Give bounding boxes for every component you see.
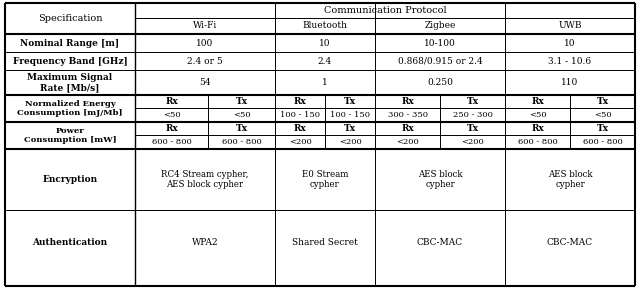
Text: AES block
cypher: AES block cypher xyxy=(548,170,592,189)
Text: 250 - 300: 250 - 300 xyxy=(452,111,492,119)
Text: Bluetooth: Bluetooth xyxy=(303,21,348,31)
Text: Tx: Tx xyxy=(467,97,479,106)
Text: 600 - 800: 600 - 800 xyxy=(221,138,261,146)
Text: 2.4: 2.4 xyxy=(318,57,332,66)
Text: 100: 100 xyxy=(196,38,214,47)
Text: Maximum Signal
Rate [Mb/s]: Maximum Signal Rate [Mb/s] xyxy=(28,73,113,92)
Text: Rx: Rx xyxy=(401,97,414,106)
Text: 10-100: 10-100 xyxy=(424,38,456,47)
Text: Rx: Rx xyxy=(165,97,178,106)
Text: Frequency Band [GHz]: Frequency Band [GHz] xyxy=(13,57,127,66)
Text: Rx: Rx xyxy=(165,124,178,133)
Text: Tx: Tx xyxy=(236,97,248,106)
Text: 54: 54 xyxy=(199,78,211,87)
Text: 100 - 150: 100 - 150 xyxy=(330,111,370,119)
Text: Tx: Tx xyxy=(596,124,609,133)
Text: <200: <200 xyxy=(396,138,419,146)
Text: 0.868/0.915 or 2.4: 0.868/0.915 or 2.4 xyxy=(397,57,483,66)
Text: Power
Consumption [mW]: Power Consumption [mW] xyxy=(24,127,116,144)
Text: Tx: Tx xyxy=(344,97,356,106)
Text: AES block
cypher: AES block cypher xyxy=(418,170,462,189)
Text: Zigbee: Zigbee xyxy=(424,21,456,31)
Text: Rx: Rx xyxy=(294,124,307,133)
Text: <200: <200 xyxy=(289,138,312,146)
Text: <50: <50 xyxy=(594,111,611,119)
Text: 10: 10 xyxy=(319,38,331,47)
Text: <50: <50 xyxy=(529,111,547,119)
Text: <50: <50 xyxy=(163,111,180,119)
Text: 1: 1 xyxy=(322,78,328,87)
Text: Shared Secret: Shared Secret xyxy=(292,238,358,247)
Text: Rx: Rx xyxy=(531,97,544,106)
Text: CBC-MAC: CBC-MAC xyxy=(417,238,463,247)
Text: 110: 110 xyxy=(561,78,579,87)
Text: <200: <200 xyxy=(461,138,484,146)
Text: Encryption: Encryption xyxy=(42,175,97,184)
Text: 0.250: 0.250 xyxy=(427,78,453,87)
Text: 10: 10 xyxy=(564,38,576,47)
Text: 600 - 800: 600 - 800 xyxy=(152,138,191,146)
Text: Communication Protocol: Communication Protocol xyxy=(324,6,446,15)
Text: UWB: UWB xyxy=(558,21,582,31)
Text: Rx: Rx xyxy=(531,124,544,133)
Text: 600 - 800: 600 - 800 xyxy=(518,138,557,146)
Text: Authentication: Authentication xyxy=(33,238,108,247)
Text: Specification: Specification xyxy=(38,14,102,23)
Text: Rx: Rx xyxy=(294,97,307,106)
Text: 2.4 or 5: 2.4 or 5 xyxy=(187,57,223,66)
Text: WPA2: WPA2 xyxy=(192,238,218,247)
Text: 300 - 350: 300 - 350 xyxy=(387,111,428,119)
Text: Nominal Range [m]: Nominal Range [m] xyxy=(20,38,120,47)
Text: <50: <50 xyxy=(233,111,250,119)
Text: 3.1 - 10.6: 3.1 - 10.6 xyxy=(548,57,591,66)
Text: RC4 Stream cypher,
AES block cypher: RC4 Stream cypher, AES block cypher xyxy=(161,170,249,189)
Text: Normalized Energy
Consumption [mJ/Mb]: Normalized Energy Consumption [mJ/Mb] xyxy=(17,100,123,117)
Text: Tx: Tx xyxy=(236,124,248,133)
Text: CBC-MAC: CBC-MAC xyxy=(547,238,593,247)
Text: <200: <200 xyxy=(339,138,362,146)
Text: E0 Stream
cypher: E0 Stream cypher xyxy=(302,170,348,189)
Text: 600 - 800: 600 - 800 xyxy=(582,138,622,146)
Text: Tx: Tx xyxy=(596,97,609,106)
Text: Rx: Rx xyxy=(401,124,414,133)
Text: Wi-Fi: Wi-Fi xyxy=(193,21,217,31)
Text: Tx: Tx xyxy=(467,124,479,133)
Text: 100 - 150: 100 - 150 xyxy=(280,111,320,119)
Text: Tx: Tx xyxy=(344,124,356,133)
